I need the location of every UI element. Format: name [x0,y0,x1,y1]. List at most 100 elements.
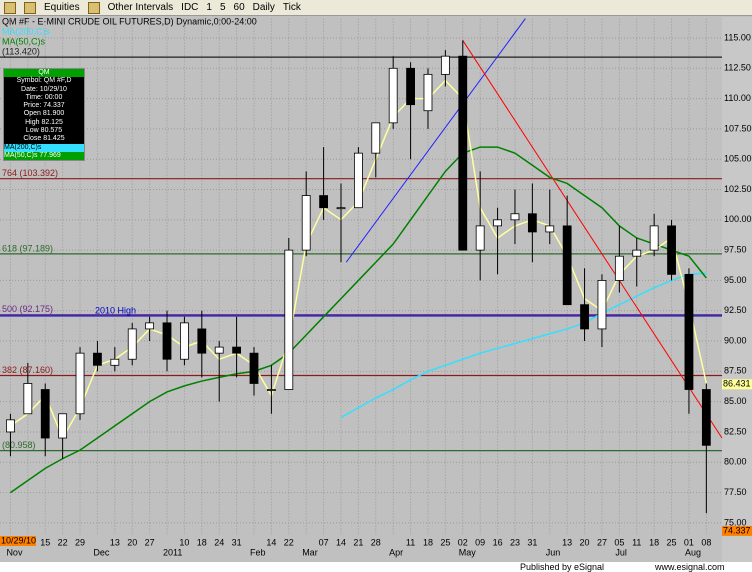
candle-body [267,389,276,391]
x-tick-label: 10 [179,537,189,547]
candle-body [388,67,398,124]
candle-body [284,249,294,390]
x-tick-label: 31 [232,537,242,547]
x-tick-label: 09 [475,537,485,547]
y-tick-label: 77.50 [724,487,747,497]
candle-body [6,419,15,433]
candle-body [406,67,415,106]
trend-line [462,40,723,439]
icon[interactable] [4,1,16,14]
data-window-header: QM [4,69,84,78]
toolbar-item[interactable]: IDC [181,2,199,13]
toolbar-item[interactable]: Tick [282,2,301,13]
level-label: 764 (103.392) [2,168,58,178]
moving-average [340,272,707,419]
y-tick-label: 92.50 [724,305,747,315]
candle-body [493,219,502,227]
x-tick-label: 29 [75,537,85,547]
candle-body [127,328,137,360]
y-tick-label: 100.00 [724,214,752,224]
price-tag-label: 74.337 [723,525,751,535]
x-tick-label: 20 [127,537,137,547]
candle-body [353,152,363,209]
x-tick-label: 11 [406,537,415,547]
toolbar-item[interactable]: 60 [233,2,245,13]
data-row: MA(200,C)s [4,143,84,152]
toolbar-item[interactable]: Other Intervals [107,2,174,13]
x-tick-label: 18 [197,537,207,547]
candle-body [180,322,189,360]
candle-body [371,122,381,154]
data-window: QM Symbol: QM #F,D Date: 10/29/10 Time: … [3,68,85,162]
candle-body [197,328,207,354]
date-tag-label: 10/29/10 [1,535,36,545]
candle-body [475,225,485,251]
candle-body [336,207,346,210]
candle-body [75,352,85,415]
data-row: Open 81.900 [23,110,65,118]
data-row: Low 80.575 [25,127,63,135]
x-tick-label: 01 [684,537,694,547]
x-tick-label: 22 [284,537,294,547]
x-month-label: Feb [250,547,266,557]
candle-body [319,195,328,209]
candle-body [632,249,642,257]
level-label: (80.958) [2,440,36,450]
candle-body [649,225,659,251]
toolbar-item[interactable]: 1 [206,2,212,13]
legend-entry: MA(50,C)s [2,36,46,46]
candle-body [667,225,676,275]
candle-body [58,413,68,439]
x-tick-label: 13 [110,537,120,547]
candle-body [562,225,572,306]
candle-body [614,255,624,281]
candle-body [249,352,259,384]
x-tick-label: 07 [319,537,329,547]
y-tick-label: 85.00 [724,396,747,406]
x-tick-label: 08 [701,537,711,547]
footer: Published by eSignal www.esignal.com [0,562,752,572]
icon[interactable] [87,1,100,14]
toolbar-item[interactable]: Daily [252,2,275,13]
icon[interactable] [24,1,36,14]
x-month-label: Dec [93,547,110,557]
x-tick-label: 02 [458,537,468,547]
x-month-label: Jun [546,547,561,557]
x-tick-label: 18 [649,537,659,547]
toolbar-item[interactable]: 5 [219,2,226,13]
x-tick-label: 18 [423,537,433,547]
x-month-label: Apr [389,547,403,557]
data-row: Time: 00:00 [25,93,63,101]
y-tick-label: 82.50 [724,426,747,436]
level-label: (113.420) [2,47,40,57]
x-tick-label: 11 [632,537,641,547]
x-tick-label: 13 [562,537,572,547]
footer-link[interactable]: www.esignal.com [655,562,725,572]
candle-body [440,55,450,75]
candle-body [684,273,694,390]
x-month-label: Nov [6,547,23,557]
price-tag [722,379,752,390]
data-row: MA(50,C)s 77.969 [4,151,84,161]
x-tick-label: 24 [214,537,224,547]
x-tick-label: 25 [667,537,677,547]
toolbar-item[interactable]: Equities [44,2,80,13]
candle-body [423,73,433,112]
x-tick-label: 27 [597,537,607,547]
data-row: Price: 74.337 [23,102,65,110]
candle-body [110,358,120,366]
x-tick-label: 15 [40,537,50,547]
candle-body [510,213,520,221]
x-tick-label: 27 [145,537,155,547]
x-month-label: May [459,547,477,557]
x-tick-label: 05 [614,537,624,547]
candle-body [232,346,242,354]
x-tick-label: 31 [527,537,537,547]
y-tick-label: 102.50 [724,184,752,194]
level-label: 500 (92.175) [2,304,53,314]
y-tick-label: 105.00 [724,154,752,164]
x-month-label: Aug [685,547,701,557]
y-tick-label: 115.00 [724,32,751,42]
toolbar: Equities Other Intervals IDC 1 5 60 Dail… [0,0,752,16]
y-tick-label: 97.50 [724,245,747,255]
